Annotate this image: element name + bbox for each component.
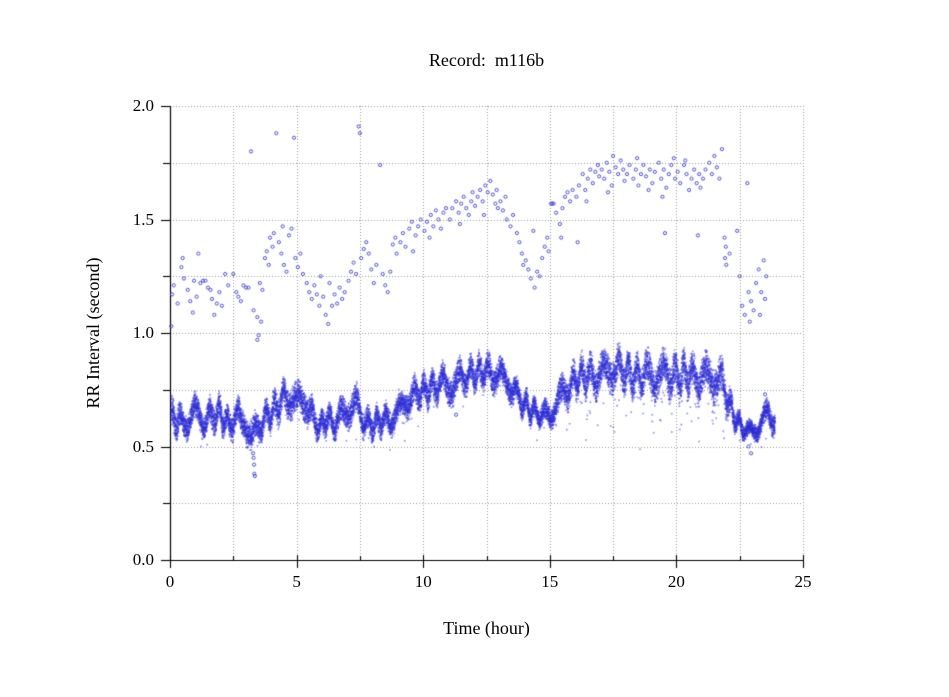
y-tick-label: 1.0: [132, 323, 154, 342]
x-tick-label: 20: [667, 572, 685, 591]
x-tick-label: 5: [292, 572, 301, 591]
x-tick-label: 25: [794, 572, 812, 591]
x-tick-label: 15: [541, 572, 559, 591]
y-tick-label: 0.0: [132, 550, 154, 569]
x-tick-label: 10: [414, 572, 432, 591]
y-tick-label: 0.5: [132, 436, 154, 456]
x-tick-label: 0: [165, 572, 175, 591]
y-tick-label: 2.0: [132, 96, 154, 115]
y-tick-label: 1.5: [132, 209, 154, 229]
